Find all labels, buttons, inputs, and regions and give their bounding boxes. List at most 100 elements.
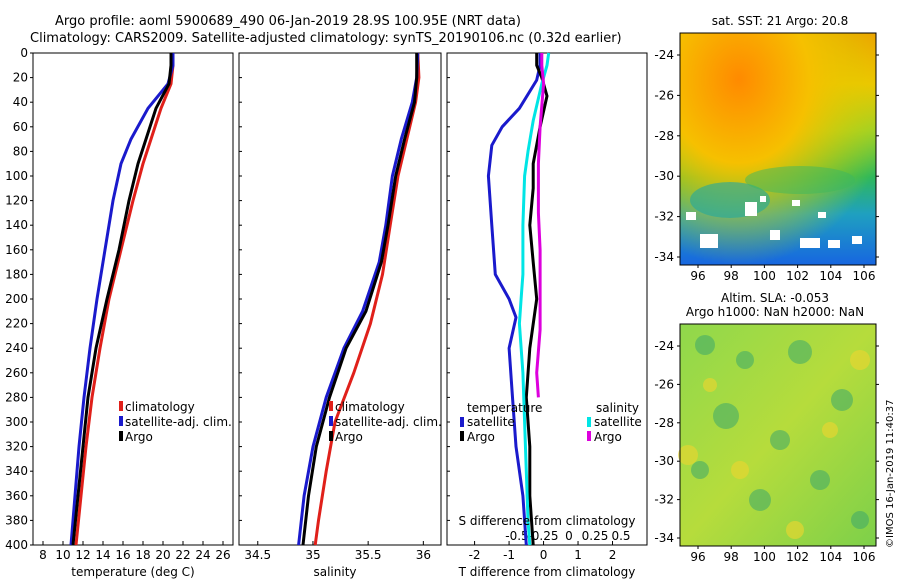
- legend-t-satellite: satellite: [467, 415, 515, 429]
- difference-legend: temperature salinity satellite Argo sate…: [460, 401, 642, 444]
- lon-tick-label: 102: [786, 269, 809, 283]
- lat-tick-label: -30: [654, 454, 674, 468]
- x-tick-label: 36: [416, 548, 431, 562]
- series-climatology: [74, 53, 175, 546]
- t-difference-axis-label: T difference from climatology: [458, 565, 636, 579]
- lon-tick-label: 100: [753, 269, 776, 283]
- lat-tick-label: -28: [654, 416, 674, 430]
- sst-map-title: sat. SST: 21 Argo: 20.8: [712, 14, 849, 28]
- legend-t-argo-swatch: [460, 431, 464, 441]
- x-tick-label: 20: [155, 548, 170, 562]
- lat-tick-label: -28: [654, 129, 674, 143]
- sst-warm-patch: [680, 33, 876, 265]
- sst-map-axes: -24 -26 -28 -30 -32 -34 96 98 100 102 104 106: [654, 48, 879, 283]
- series-argo-temperature-: [524, 53, 549, 546]
- series-satellite-adj-clim-: [69, 53, 175, 546]
- series-argo-salinity-: [535, 53, 546, 398]
- difference-chart: -2 -1 0 1 2-0.5-0.25 0 0.25 0.5: [447, 52, 631, 562]
- legend-climatology: climatology: [125, 400, 195, 414]
- sla-low-eddies: [691, 335, 869, 529]
- x-tick-label: 2: [609, 548, 617, 562]
- depth-tick-label: 80: [13, 144, 28, 158]
- salinity-legend: climatology satellite-adj. clim. Argo: [329, 400, 442, 444]
- timestamp: ©IMOS 16-Jan-2019 11:40:37: [885, 400, 896, 548]
- temperature-panel: [32, 52, 234, 546]
- legend-s-argo: Argo: [594, 430, 622, 444]
- lat-tick-label: -34: [654, 250, 674, 264]
- s-diff-tick-label: 0.25: [582, 529, 609, 543]
- sst-map: [679, 32, 877, 266]
- s-diff-tick-label: -0.5: [505, 529, 528, 543]
- legend-temperature-head: temperature: [467, 401, 542, 415]
- series-satellite-adj-clim-: [297, 52, 420, 546]
- legend-argo: Argo: [125, 430, 153, 444]
- x-tick-label: 18: [135, 548, 150, 562]
- lon-tick-label: 98: [724, 550, 739, 564]
- sla-map-title-2: Argo h1000: NaN h2000: NaN: [686, 305, 864, 319]
- lon-tick-label: 102: [786, 550, 809, 564]
- temperature-axis-label: temperature (deg C): [71, 565, 194, 579]
- depth-tick-label: 320: [5, 440, 28, 454]
- depth-tick-label: 200: [5, 292, 28, 306]
- x-tick-label: -2: [469, 548, 481, 562]
- depth-tick-label: 340: [5, 464, 28, 478]
- series-satellite-temperature-: [486, 53, 542, 546]
- lat-tick-label: -32: [654, 493, 674, 507]
- x-tick-label: 1: [574, 548, 582, 562]
- depth-tick-label: 180: [5, 267, 28, 281]
- x-tick-label: 35: [305, 548, 320, 562]
- title-line-1: Argo profile: aoml 5900689_490 06-Jan-20…: [55, 14, 521, 29]
- s-difference-axis-label: S difference from climatology: [459, 514, 636, 528]
- x-tick-label: 10: [55, 548, 70, 562]
- legend-s-argo-swatch: [587, 431, 591, 441]
- s-diff-tick-label: 0: [565, 529, 573, 543]
- lon-tick-label: 106: [853, 269, 876, 283]
- x-tick-label: 12: [75, 548, 90, 562]
- sla-map-frame: [679, 323, 877, 547]
- sla-map-axes: -24 -26 -28 -30 -32 -34 96 98 100 102 104 106: [654, 339, 879, 564]
- lon-tick-label: 100: [753, 550, 776, 564]
- x-tick-label: 24: [195, 548, 210, 562]
- x-tick-label: 14: [95, 548, 110, 562]
- depth-tick-label: 40: [13, 95, 28, 109]
- depth-tick-label: 380: [5, 513, 28, 527]
- x-tick-label: 16: [115, 548, 130, 562]
- sst-cloud-mask: [686, 196, 862, 248]
- depth-tick-label: 400: [5, 538, 28, 552]
- depth-tick-label: 140: [5, 218, 28, 232]
- lat-tick-label: -32: [654, 210, 674, 224]
- depth-tick-label: 300: [5, 415, 28, 429]
- legend-t-argo: Argo: [467, 430, 495, 444]
- s-diff-tick-label: 0.5: [611, 529, 630, 543]
- lon-tick-label: 106: [853, 550, 876, 564]
- lon-tick-label: 104: [819, 550, 842, 564]
- legend-climatology-swatch: [119, 401, 123, 411]
- sst-map-frame: [679, 32, 877, 266]
- depth-tick-label: 280: [5, 390, 28, 404]
- lon-tick-label: 98: [724, 269, 739, 283]
- difference-panel: [446, 52, 648, 546]
- lon-tick-label: 96: [690, 550, 705, 564]
- temperature-legend: climatology satellite-adj. clim. Argo: [119, 400, 232, 444]
- title-line-2: Climatology: CARS2009. Satellite-adjuste…: [30, 31, 622, 46]
- legend-satellite-swatch: [329, 416, 333, 426]
- legend-climatology-swatch: [329, 401, 333, 411]
- salinity-axis-label: salinity: [313, 565, 356, 579]
- legend-salinity-head: salinity: [596, 401, 639, 415]
- depth-tick-label: 0: [20, 46, 28, 60]
- legend-s-satellite: satellite: [594, 415, 642, 429]
- depth-axis: 0 20 40 60 80 100 120 140 160 180 200 220 240 260 280 3…: [5, 46, 33, 552]
- x-tick-label: 26: [215, 548, 230, 562]
- legend-argo-swatch: [329, 431, 333, 441]
- x-tick-label: 35.5: [355, 548, 382, 562]
- lat-tick-label: -24: [654, 48, 674, 62]
- depth-tick-label: 260: [5, 366, 28, 380]
- lat-tick-label: -26: [654, 377, 674, 391]
- depth-tick-label: 100: [5, 169, 28, 183]
- x-tick-label: 22: [175, 548, 190, 562]
- x-tick-label: 34.5: [244, 548, 271, 562]
- salinity-chart: 34.5 35 35.5 36: [239, 52, 431, 562]
- lat-tick-label: -34: [654, 531, 674, 545]
- lat-tick-label: -24: [654, 339, 674, 353]
- lon-tick-label: 104: [819, 269, 842, 283]
